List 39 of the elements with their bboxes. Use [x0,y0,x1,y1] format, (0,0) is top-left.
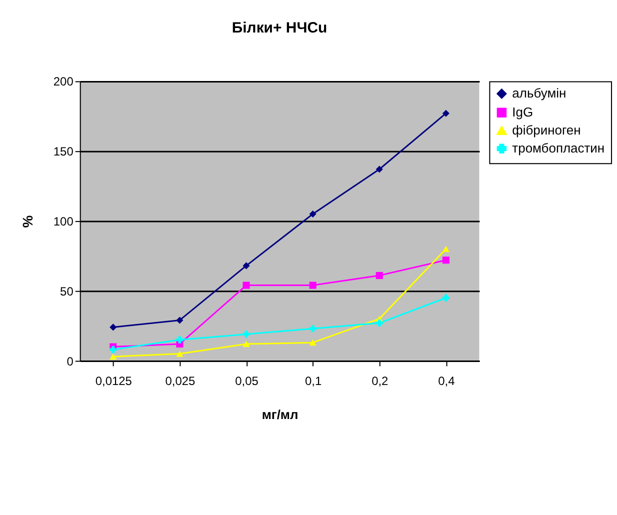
x-tick-label: 0,2 [372,374,389,388]
x-tick-label: 0,1 [305,374,322,388]
y-tick-label: 200 [53,74,74,89]
y-tick-label: 100 [53,214,74,228]
chart-title: Білки+ НЧСu [232,19,328,36]
point [242,282,250,289]
point [242,340,250,348]
point [376,272,383,280]
point [309,340,316,346]
point [442,110,450,117]
x-axis-title: мг/мл [262,407,298,422]
x-tick-label: 0,0125 [95,374,132,388]
point [176,350,184,357]
x-tick-label: 0,025 [165,374,196,388]
point [442,256,450,264]
point [442,246,450,252]
legend-label: тромбопластин [512,140,605,156]
x-tick-label: 0,4 [438,374,456,388]
point [309,282,316,289]
x-tick-label: 0,05 [235,374,259,388]
point [242,262,250,270]
y-tick-label: 150 [53,144,74,159]
point [110,354,117,360]
point [176,336,184,344]
point [110,346,117,354]
legend-label: альбумін [512,86,566,101]
point [242,330,250,338]
point [110,324,117,331]
point [176,316,184,324]
point [442,294,450,302]
y-axis-title: % [19,214,36,228]
point [376,319,383,327]
y-tick-label: 50 [60,284,74,298]
point [309,325,316,332]
legend-label: фібриноген [512,122,581,138]
point [376,166,383,173]
y-tick-label: 0 [66,354,74,368]
point [309,210,316,218]
legend-label: IgG [512,104,534,120]
